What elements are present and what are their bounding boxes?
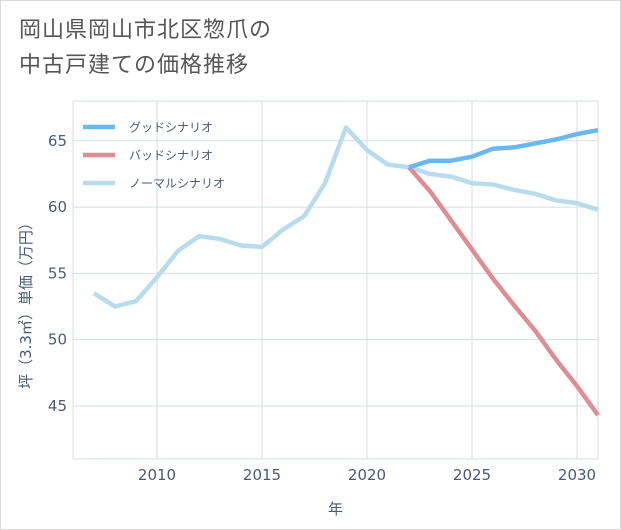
series-line-good (408, 127, 599, 170)
plot-area-border (72, 100, 599, 460)
x-tick-label: 2030 (558, 466, 596, 484)
chart-title-line1: 岡山県岡山市北区惣爪の (19, 18, 273, 43)
y-axis-title: 坪（3.3㎡）単価（万円） (17, 215, 35, 389)
y-tick-labels: 45 50 55 60 65 (48, 132, 67, 415)
series-lines (92, 125, 600, 417)
legend-label: グッドシナリオ (129, 121, 213, 135)
legend-label: ノーマルシナリオ (129, 177, 225, 191)
x-tick-label: 2025 (453, 466, 491, 484)
x-axis-title: 年 (328, 500, 343, 518)
y-tick-label: 55 (48, 264, 67, 282)
grid-lines (72, 100, 599, 460)
y-tick-label: 50 (48, 331, 67, 349)
x-tick-label: 2015 (243, 466, 281, 484)
y-tick-label: 60 (48, 198, 67, 216)
chart-title-line2: 中古戸建ての価格推移 (19, 53, 250, 78)
legend-label: バッドシナリオ (129, 149, 213, 163)
series-line-normal (92, 125, 599, 309)
x-tick-label: 2010 (138, 466, 176, 484)
x-tick-labels: 2010 2015 2020 2025 2030 (138, 466, 596, 484)
y-tick-label: 65 (48, 132, 67, 150)
chart-title: 岡山県岡山市北区惣爪の 中古戸建ての価格推移 (19, 13, 272, 83)
x-tick-label: 2020 (348, 466, 386, 484)
series-line-bad (407, 165, 600, 417)
y-tick-label: 45 (48, 397, 67, 415)
